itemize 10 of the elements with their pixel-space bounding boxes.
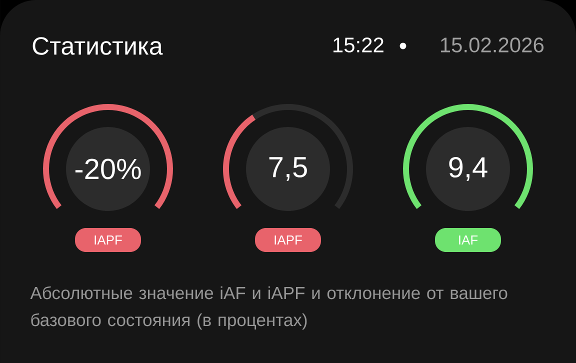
text: 7,5 [269, 157, 307, 181]
text: IAPF [94, 236, 122, 244]
text: Абсолютные значение iAF и iAPF и отклонение от вашего базового состояния (в процентах) [30, 286, 508, 330]
text: 9,4 [449, 157, 488, 181]
text: IAPF [274, 236, 302, 244]
text: 15.02.2026 [440, 38, 544, 52]
text: 15:22 [334, 38, 384, 52]
text: IAF [459, 236, 478, 244]
text: -20% [75, 158, 141, 180]
text: Статистика [32, 37, 163, 55]
